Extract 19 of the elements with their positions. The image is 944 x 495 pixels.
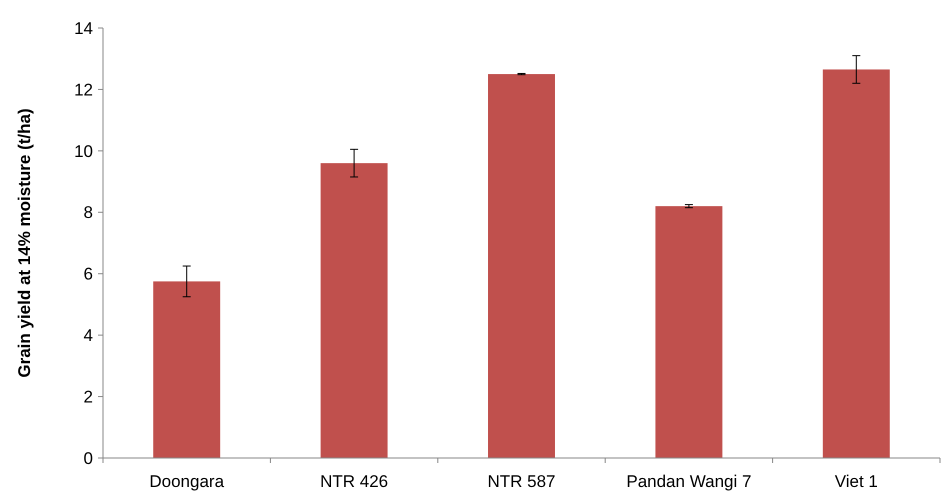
bar (488, 74, 555, 458)
bar (655, 206, 722, 458)
x-tick-label: Viet 1 (834, 472, 878, 491)
x-tick-label: NTR 587 (487, 472, 556, 491)
y-tick-label: 10 (74, 142, 93, 161)
y-tick-label: 12 (74, 80, 93, 100)
y-tick-label: 2 (84, 388, 93, 407)
x-tick-label: Doongara (149, 472, 225, 491)
y-tick-label: 14 (74, 18, 93, 38)
y-tick-label: 6 (84, 264, 93, 284)
bar (822, 69, 890, 458)
y-tick-label: 4 (84, 326, 93, 346)
y-tick-label: 8 (84, 203, 93, 222)
x-tick-label: Pandan Wangi 7 (626, 472, 752, 491)
y-tick-label: 0 (84, 448, 93, 468)
bar (320, 163, 388, 458)
y-axis-title: Grain yield at 14% moisture (t/ha) (15, 108, 34, 378)
bar (153, 281, 220, 458)
x-tick-label: NTR 426 (320, 472, 388, 491)
